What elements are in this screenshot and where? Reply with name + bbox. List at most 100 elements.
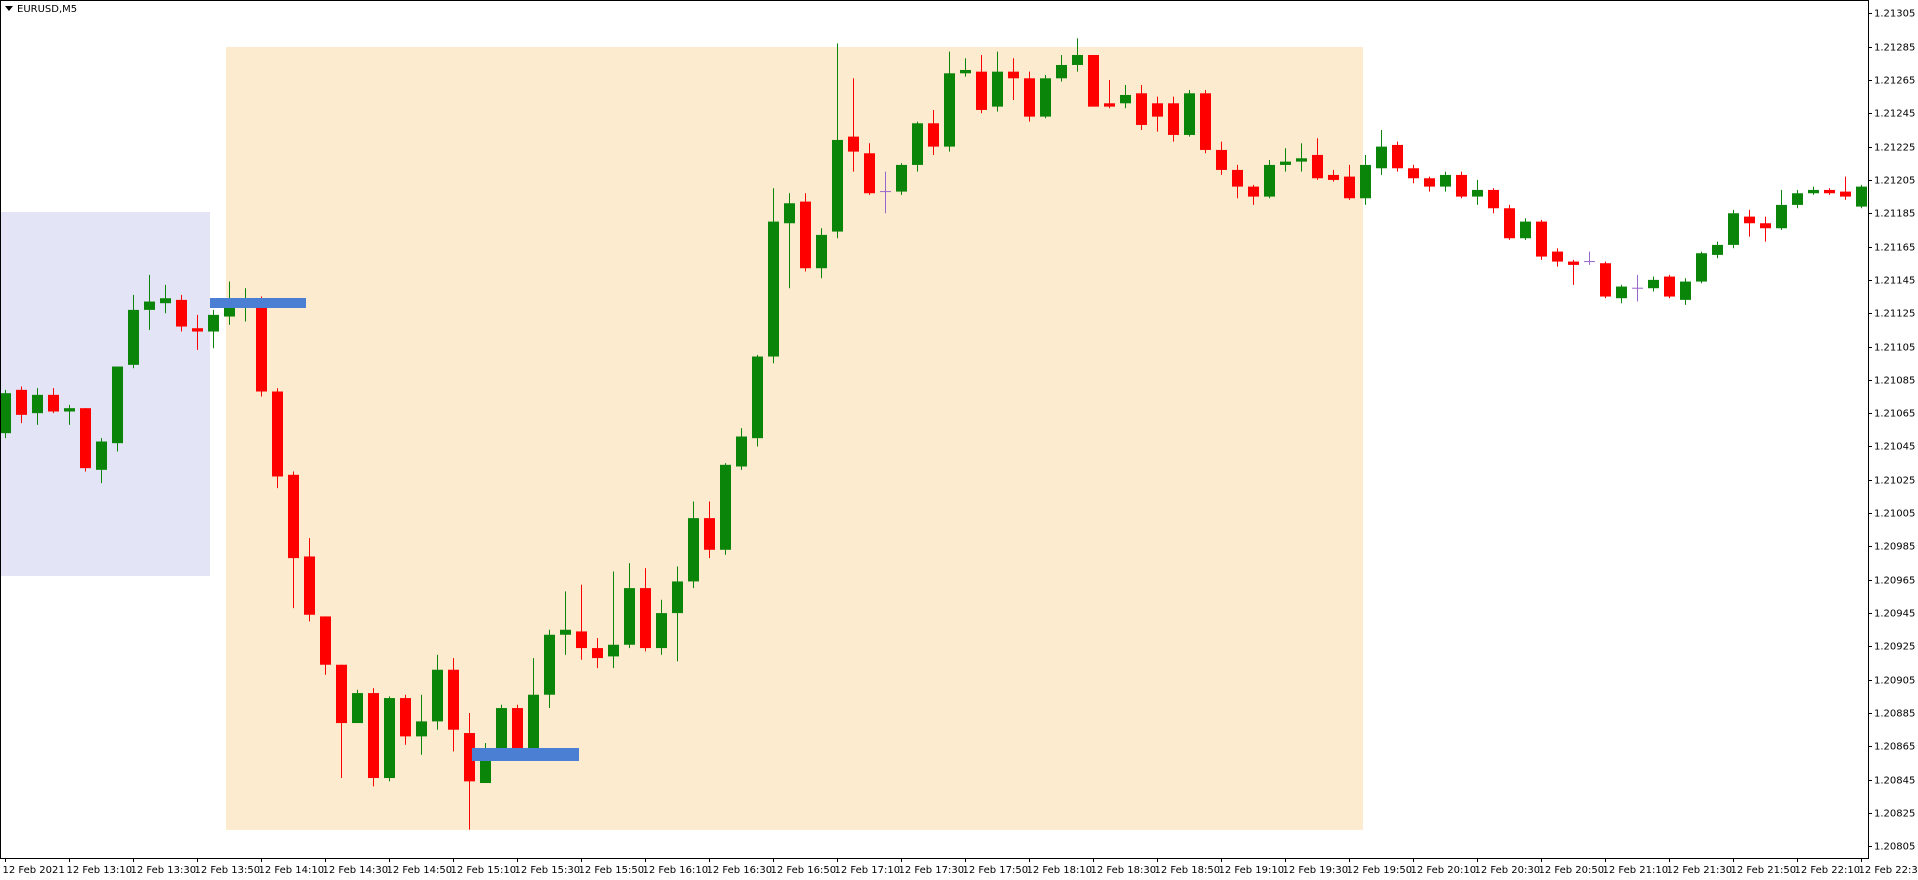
- candle-body: [640, 588, 651, 649]
- candle-body: [176, 299, 187, 327]
- y-tick-label: 1.21085: [1874, 376, 1915, 387]
- x-tick-label: 12 Feb 21:30: [1667, 865, 1733, 876]
- x-tick-label: 12 Feb 16:10: [643, 865, 709, 876]
- candle-body: [1344, 176, 1355, 199]
- candles: [0, 38, 1867, 830]
- candle-body: [1008, 71, 1019, 79]
- x-tick-label: 12 Feb 17:50: [963, 865, 1029, 876]
- candle-body: [96, 441, 107, 470]
- candle-body: [1392, 144, 1403, 169]
- candle-body: [384, 698, 395, 779]
- x-tick-label: 12 Feb 18:50: [1155, 865, 1221, 876]
- candle-body: [0, 393, 11, 434]
- y-tick-label: 1.21145: [1874, 276, 1915, 287]
- candle-body: [816, 234, 827, 269]
- x-tick-label: 12 Feb 20:30: [1475, 865, 1541, 876]
- candle-body: [1504, 208, 1515, 239]
- x-tick-label: 12 Feb 14:50: [387, 865, 453, 876]
- candle-body: [1792, 193, 1803, 205]
- candle-body: [544, 634, 555, 695]
- candle-body: [1280, 161, 1291, 165]
- candle-body: [80, 408, 91, 469]
- candle-body: [48, 394, 59, 412]
- x-tick-label: 12 Feb 18:30: [1091, 865, 1157, 876]
- x-tick-label: 12 Feb 2021: [3, 865, 65, 876]
- candle-body: [480, 748, 491, 784]
- candle-body: [1040, 78, 1051, 117]
- x-tick-label: 12 Feb 17:10: [835, 865, 901, 876]
- plot-frame: [0, 0, 1869, 859]
- candle-body: [1696, 253, 1707, 282]
- candle-body: [1760, 223, 1771, 229]
- candle-body: [1824, 189, 1835, 194]
- candle-body: [336, 664, 347, 724]
- candle-body: [672, 581, 683, 614]
- candle-body: [576, 631, 587, 649]
- candle-body: [1072, 54, 1083, 65]
- y-tick-label: 1.21245: [1874, 109, 1915, 120]
- candle-body: [1312, 154, 1323, 179]
- y-tick-label: 1.21305: [1874, 9, 1915, 20]
- x-tick-label: 12 Feb 13:30: [131, 865, 197, 876]
- candle-body: [1296, 158, 1307, 162]
- candle-body: [528, 694, 539, 759]
- y-tick-label: 1.20885: [1874, 709, 1915, 720]
- candle-body: [416, 721, 427, 737]
- y-tick-label: 1.21265: [1874, 76, 1915, 87]
- level-bar: [472, 748, 579, 761]
- candle-body: [16, 389, 27, 415]
- zone-rectangle: [0, 212, 210, 576]
- y-tick-label: 1.21285: [1874, 43, 1915, 54]
- candle-body: [464, 733, 475, 782]
- candle-body: [1840, 191, 1851, 197]
- candle-body: [1168, 103, 1179, 135]
- candle-body: [848, 136, 859, 152]
- x-tick-label: 12 Feb 16:50: [771, 865, 837, 876]
- y-tick-label: 1.20945: [1874, 609, 1915, 620]
- y-tick-label: 1.21045: [1874, 442, 1915, 453]
- candle-body: [592, 648, 603, 659]
- candle-body: [896, 164, 907, 192]
- background-objects: [0, 47, 1363, 830]
- x-tick-label: 12 Feb 19:50: [1347, 865, 1413, 876]
- candle-body: [1248, 186, 1259, 197]
- x-tick-label: 12 Feb 21:50: [1731, 865, 1797, 876]
- candle-body: [1440, 174, 1451, 187]
- candle-body: [768, 221, 779, 357]
- y-tick-label: 1.20905: [1874, 676, 1915, 687]
- candle-body: [1600, 263, 1611, 297]
- x-tick-label: 12 Feb 16:30: [707, 865, 773, 876]
- candle-body: [624, 588, 635, 645]
- x-tick-label: 12 Feb 19:10: [1219, 865, 1285, 876]
- candle-body: [1728, 213, 1739, 245]
- x-tick-label: 12 Feb 17:30: [899, 865, 965, 876]
- x-tick-label: 12 Feb 15:10: [451, 865, 517, 876]
- x-tick-label: 12 Feb 20:10: [1411, 865, 1477, 876]
- candle-body: [32, 394, 43, 414]
- candle-body: [800, 201, 811, 269]
- candle-body: [1216, 149, 1227, 170]
- y-tick-label: 1.20865: [1874, 742, 1915, 753]
- candle-body: [64, 408, 75, 412]
- y-tick-label: 1.21225: [1874, 143, 1915, 154]
- y-tick-label: 1.20805: [1874, 842, 1915, 853]
- symbol-menu-arrow[interactable]: [5, 6, 13, 11]
- candle-body: [928, 123, 939, 147]
- candle-body: [368, 693, 379, 779]
- candle-body: [1056, 64, 1067, 79]
- candle-body: [688, 518, 699, 582]
- candle-body: [832, 139, 843, 232]
- y-tick-label: 1.21125: [1874, 309, 1915, 320]
- y-tick-label: 1.20845: [1874, 776, 1915, 787]
- candle-body: [1712, 244, 1723, 255]
- y-tick-label: 1.21205: [1874, 176, 1915, 187]
- x-tick-label: 12 Feb 19:30: [1283, 865, 1349, 876]
- candle-body: [496, 708, 507, 759]
- candle-body: [704, 518, 715, 550]
- candle-body: [1104, 103, 1115, 107]
- candle-body: [272, 391, 283, 477]
- candle-body: [1152, 103, 1163, 117]
- candle-body: [1136, 93, 1147, 125]
